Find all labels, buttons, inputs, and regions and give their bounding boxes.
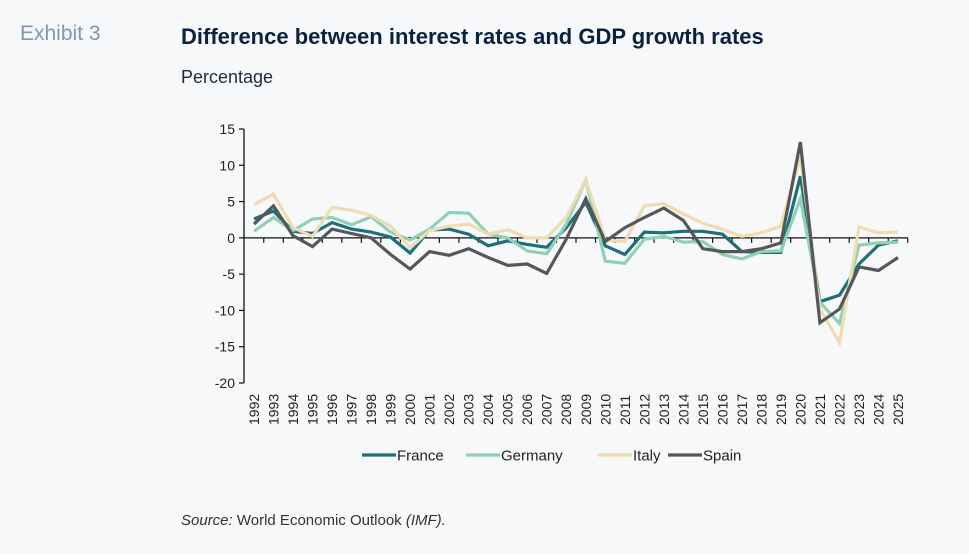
series-line-spain: [252, 141, 899, 326]
legend-label-germany: Germany: [501, 448, 563, 465]
x-tick-label: 1996: [324, 394, 340, 425]
x-tick-label: 2018: [753, 394, 769, 425]
x-tick-label: 1992: [246, 394, 262, 425]
legend-label-spain: Spain: [703, 448, 741, 465]
x-tick-label: 2022: [831, 394, 847, 425]
x-tick-label: 2010: [597, 394, 613, 425]
y-tick-label: 5: [227, 194, 235, 210]
series-line-france: [253, 175, 899, 304]
x-tick-label: 2025: [890, 394, 906, 425]
x-tick-label: 2017: [734, 394, 750, 425]
x-tick-label: 2020: [792, 394, 808, 425]
x-tick-label: 2014: [675, 394, 691, 425]
x-tick-label: 2023: [851, 394, 867, 425]
legend-label-france: France: [397, 448, 444, 465]
x-tick-label: 2006: [519, 394, 535, 425]
x-tick-label: 2003: [461, 394, 477, 425]
x-tick-label: 1995: [305, 394, 321, 425]
x-tick-label: 2013: [656, 394, 672, 425]
x-tick-label: 2009: [578, 394, 594, 425]
y-tick-label: -5: [223, 266, 236, 282]
x-tick-label: 1999: [383, 394, 399, 425]
x-tick-label: 2005: [500, 394, 516, 425]
x-tick-label: 2007: [539, 394, 555, 425]
x-tick-label: 2019: [773, 394, 789, 425]
y-tick-label: -10: [215, 302, 235, 318]
x-tick-label: 1994: [285, 394, 301, 425]
source-note: Source: World Economic Outlook (IMF).: [181, 512, 446, 529]
y-tick-label: -20: [215, 375, 235, 391]
source-text: World Economic Outlook: [232, 512, 406, 529]
y-tick-label: 10: [219, 157, 235, 173]
exhibit-label: Exhibit 3: [20, 22, 101, 45]
x-tick-label: 2008: [558, 394, 574, 425]
x-tick-label: 2004: [480, 394, 496, 425]
x-tick-label: 1993: [266, 394, 282, 425]
y-tick-label: 0: [227, 230, 235, 246]
x-tick-label: 2002: [441, 394, 457, 425]
x-tick-label: 1998: [363, 394, 379, 425]
x-tick-label: 2015: [695, 394, 711, 425]
x-tick-label: 2024: [870, 394, 886, 425]
x-tick-label: 2016: [714, 394, 730, 425]
series-lines: [252, 141, 899, 348]
y-tick-label: -15: [215, 339, 235, 355]
x-tick-label: 2001: [422, 394, 438, 425]
x-tick-label: 2000: [402, 394, 418, 425]
x-tick-label: 2011: [617, 395, 633, 425]
x-tick-label: 2012: [636, 394, 652, 425]
y-tick-label: 15: [219, 121, 235, 137]
x-tick-label: 1997: [344, 394, 360, 425]
chart-subtitle: Percentage: [181, 67, 274, 87]
source-label: Source:: [181, 512, 233, 529]
source-org: (IMF).: [405, 512, 446, 529]
x-tick-label: 2021: [812, 394, 828, 425]
chart-title: Difference between interest rates and GD…: [181, 24, 764, 49]
legend: France Germany Italy Spain: [362, 448, 741, 465]
legend-label-italy: Italy: [633, 448, 661, 465]
